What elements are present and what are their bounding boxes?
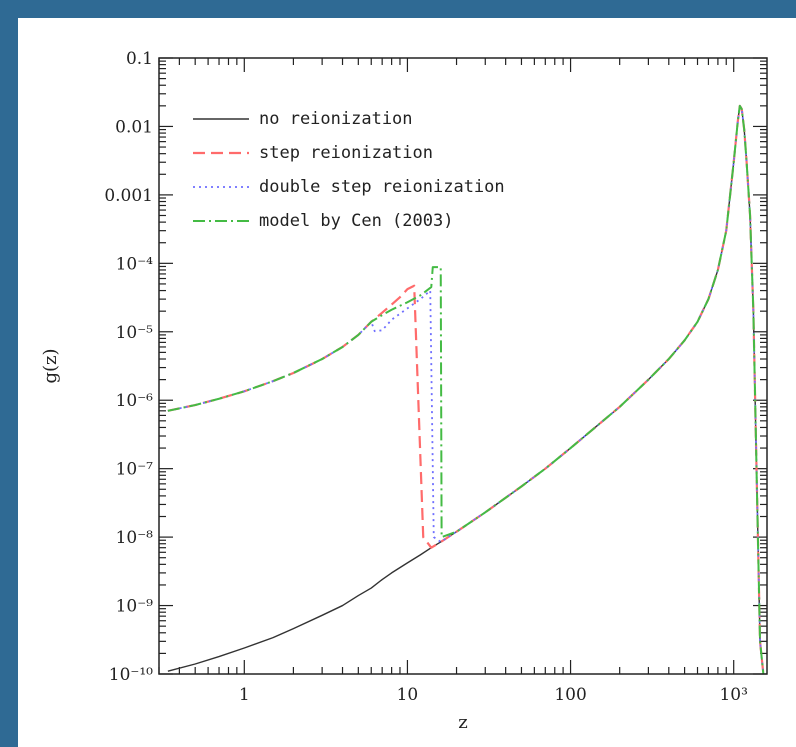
chart: 1 10 100 10³ 0.1 0.01 0.001 10⁻⁴ 10⁻⁵ 10⁻⁶ 10⁻⁷ 10… xyxy=(40,49,768,733)
legend: no reionization step reionization double s… xyxy=(193,109,505,231)
legend-label-2: double step reionization xyxy=(259,177,505,197)
y-axis-label: g(z) xyxy=(40,348,61,383)
y-tick-label: 10⁻⁹ xyxy=(116,597,154,617)
y-tick-label: 10⁻¹⁰ xyxy=(109,665,153,685)
y-tick-label: 0.001 xyxy=(104,186,153,206)
x-tick-label: 1 xyxy=(239,685,250,705)
axis-ticks xyxy=(158,57,767,675)
x-tick-label: 10³ xyxy=(719,685,747,705)
x-tick-labels: 1 10 100 10³ xyxy=(239,685,748,705)
y-tick-label: 0.1 xyxy=(126,49,153,69)
y-tick-label: 10⁻⁵ xyxy=(116,323,154,343)
plot-frame xyxy=(158,57,768,675)
x-tick-label: 100 xyxy=(554,685,586,705)
series-line-3 xyxy=(167,104,765,675)
y-tick-label: 10⁻⁸ xyxy=(116,528,154,548)
legend-label-1: step reionization xyxy=(259,143,433,163)
y-tick-labels: 0.1 0.01 0.001 10⁻⁴ 10⁻⁵ 10⁻⁶ 10⁻⁷ 10⁻⁸ 10⁻⁹ 10⁻¹… xyxy=(104,49,153,685)
legend-label-3: model by Cen (2003) xyxy=(259,211,453,231)
y-tick-label: 0.01 xyxy=(115,117,153,137)
series-layer xyxy=(167,104,765,675)
x-axis-label: z xyxy=(458,712,467,733)
y-tick-label: 10⁻⁷ xyxy=(116,460,154,480)
y-tick-label: 10⁻⁶ xyxy=(116,391,154,411)
x-tick-label: 10 xyxy=(397,685,419,705)
y-tick-label: 10⁻⁴ xyxy=(116,254,154,274)
legend-label-0: no reionization xyxy=(259,109,413,129)
figure-panel: 1 10 100 10³ 0.1 0.01 0.001 10⁻⁴ 10⁻⁵ 10⁻⁶ 10⁻⁷ 10… xyxy=(18,18,796,747)
